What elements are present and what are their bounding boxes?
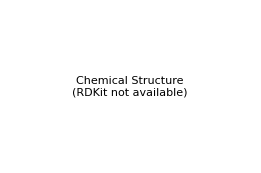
- Text: Chemical Structure
(RDKit not available): Chemical Structure (RDKit not available): [72, 76, 188, 98]
